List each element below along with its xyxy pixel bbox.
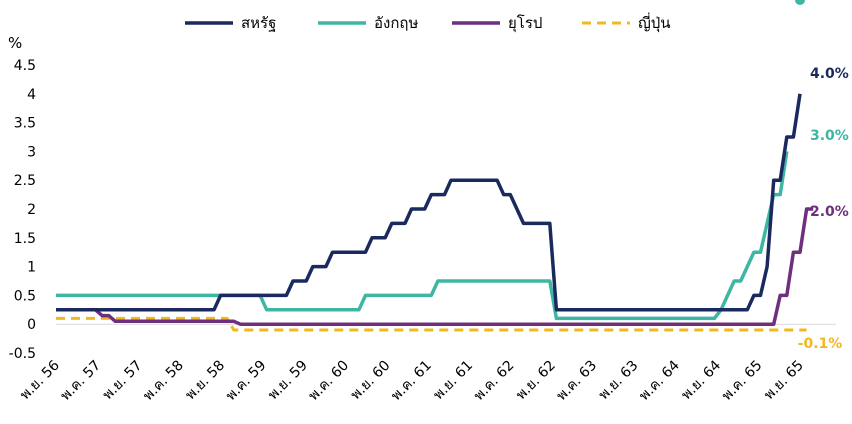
x-tick-label: พ.ย. 56	[17, 357, 63, 403]
series-line	[56, 151, 789, 321]
x-tick-label: พ.ค. 60	[306, 358, 353, 405]
series-line	[56, 207, 814, 326]
x-tick-label: พ.ค. 65	[719, 358, 766, 405]
series-lines	[56, 0, 814, 332]
y-tick-label: 1	[27, 260, 36, 276]
y-unit-label: %	[8, 34, 22, 52]
x-tick-label: พ.ย. 60	[348, 358, 394, 404]
x-tick-label: พ.ค. 62	[471, 358, 518, 405]
series-end-label: 3.0%	[810, 128, 849, 144]
series-line	[56, 316, 807, 332]
series-end-label: 2.0%	[810, 204, 849, 220]
legend-label: ญี่ปุ่น	[638, 12, 671, 33]
y-tick-label: 0	[27, 317, 36, 333]
y-tick-label: 4.5	[14, 58, 36, 74]
x-tick-label: พ.ย. 63	[596, 358, 642, 404]
x-tick-label: พ.ค. 61	[388, 358, 435, 405]
y-tick-label: 4	[27, 87, 36, 103]
x-tick-label: พ.ค. 59	[223, 358, 270, 405]
x-tick-label: พ.ย. 65	[761, 358, 807, 404]
series-end-label: 4.0%	[810, 66, 849, 82]
x-tick-label: พ.ย. 61	[430, 358, 476, 404]
x-tick-label: พ.ค. 64	[636, 357, 683, 404]
x-tick-label: พ.ค. 63	[554, 358, 601, 405]
y-tick-label: 2	[27, 202, 36, 218]
x-tick-label: พ.ย. 58	[182, 358, 228, 404]
legend-label: ยุโรป	[508, 14, 542, 33]
y-tick-label: 1.5	[14, 231, 36, 247]
x-tick-label: พ.ย. 64	[678, 357, 724, 403]
y-axis: -0.5 0 0.5 1 1.5 2 2.5 3 3.5 4 4.5	[9, 58, 36, 362]
x-axis: พ.ย. 56พ.ค. 57พ.ย. 57พ.ค. 58พ.ย. 58พ.ค. …	[17, 357, 807, 404]
x-tick-label: พ.ย. 62	[513, 358, 559, 404]
x-tick-label: พ.ย. 57	[100, 358, 146, 404]
y-tick-label: 3	[27, 144, 36, 160]
y-tick-label: 2.5	[14, 173, 36, 189]
series-end-marker	[795, 0, 805, 5]
end-labels: 4.0% 3.0% 2.0% -0.1%	[798, 66, 849, 352]
series-line	[56, 93, 802, 312]
y-tick-label: 0.5	[14, 288, 36, 304]
legend: สหรัฐ อังกฤษ ยุโรป ญี่ปุ่น	[185, 12, 671, 33]
y-tick-label: -0.5	[9, 346, 36, 362]
x-tick-label: พ.ย. 59	[265, 358, 311, 404]
legend-label: อังกฤษ	[374, 14, 418, 32]
x-tick-label: พ.ค. 58	[140, 358, 187, 405]
y-tick-label: 3.5	[14, 116, 36, 132]
x-tick-label: พ.ค. 57	[58, 358, 105, 405]
legend-label: สหรัฐ	[241, 14, 276, 32]
series-end-label: -0.1%	[798, 336, 843, 352]
